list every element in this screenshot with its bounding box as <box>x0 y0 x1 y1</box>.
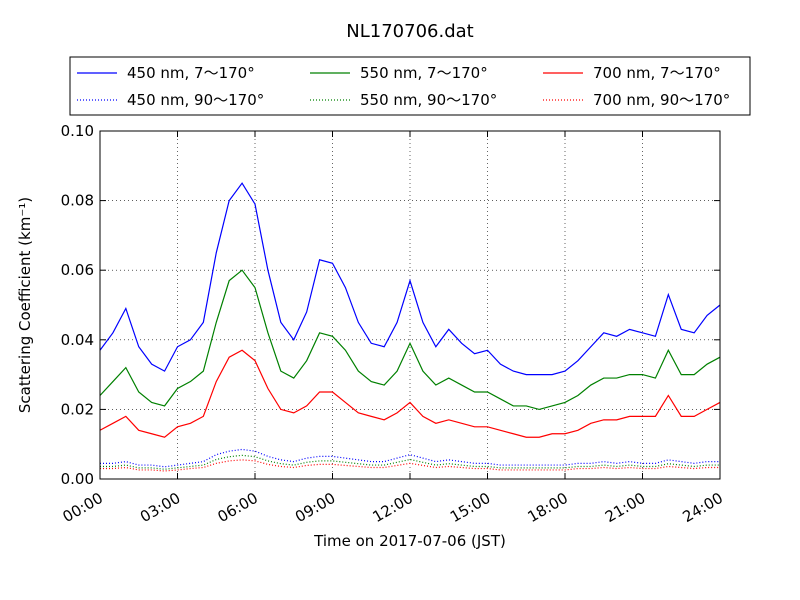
data-line <box>100 448 720 468</box>
legend-label: 450 nm, 90～170° <box>127 91 264 109</box>
y-tick-label: 0.00 <box>61 470 94 488</box>
chart-title: NL170706.dat <box>346 21 473 42</box>
legend-label: 700 nm, 90～170° <box>593 91 730 109</box>
data-line <box>99 349 721 438</box>
legend-box <box>69 56 751 116</box>
plot-frame <box>99 130 721 480</box>
data-line <box>100 454 720 470</box>
legend-label: 450 nm, 7～170° <box>127 64 255 82</box>
legend-label: 700 nm, 7～170° <box>593 64 721 82</box>
y-tick-label: 0.06 <box>61 261 94 279</box>
legend-label: 550 nm, 7～170° <box>360 64 488 82</box>
y-tick-label: 0.08 <box>61 192 94 210</box>
y-tick-label: 0.04 <box>61 331 94 349</box>
y-axis-label: Scattering Coefficient (km⁻¹) <box>16 197 34 413</box>
data-line <box>99 182 721 376</box>
data-line <box>99 269 721 411</box>
y-tick-label: 0.02 <box>61 400 94 418</box>
legend-label: 550 nm, 90～170° <box>360 91 497 109</box>
y-tick-label: 0.10 <box>61 122 94 140</box>
x-axis-label: Time on 2017-07-06 (JST) <box>313 532 506 550</box>
data-line <box>100 459 720 472</box>
